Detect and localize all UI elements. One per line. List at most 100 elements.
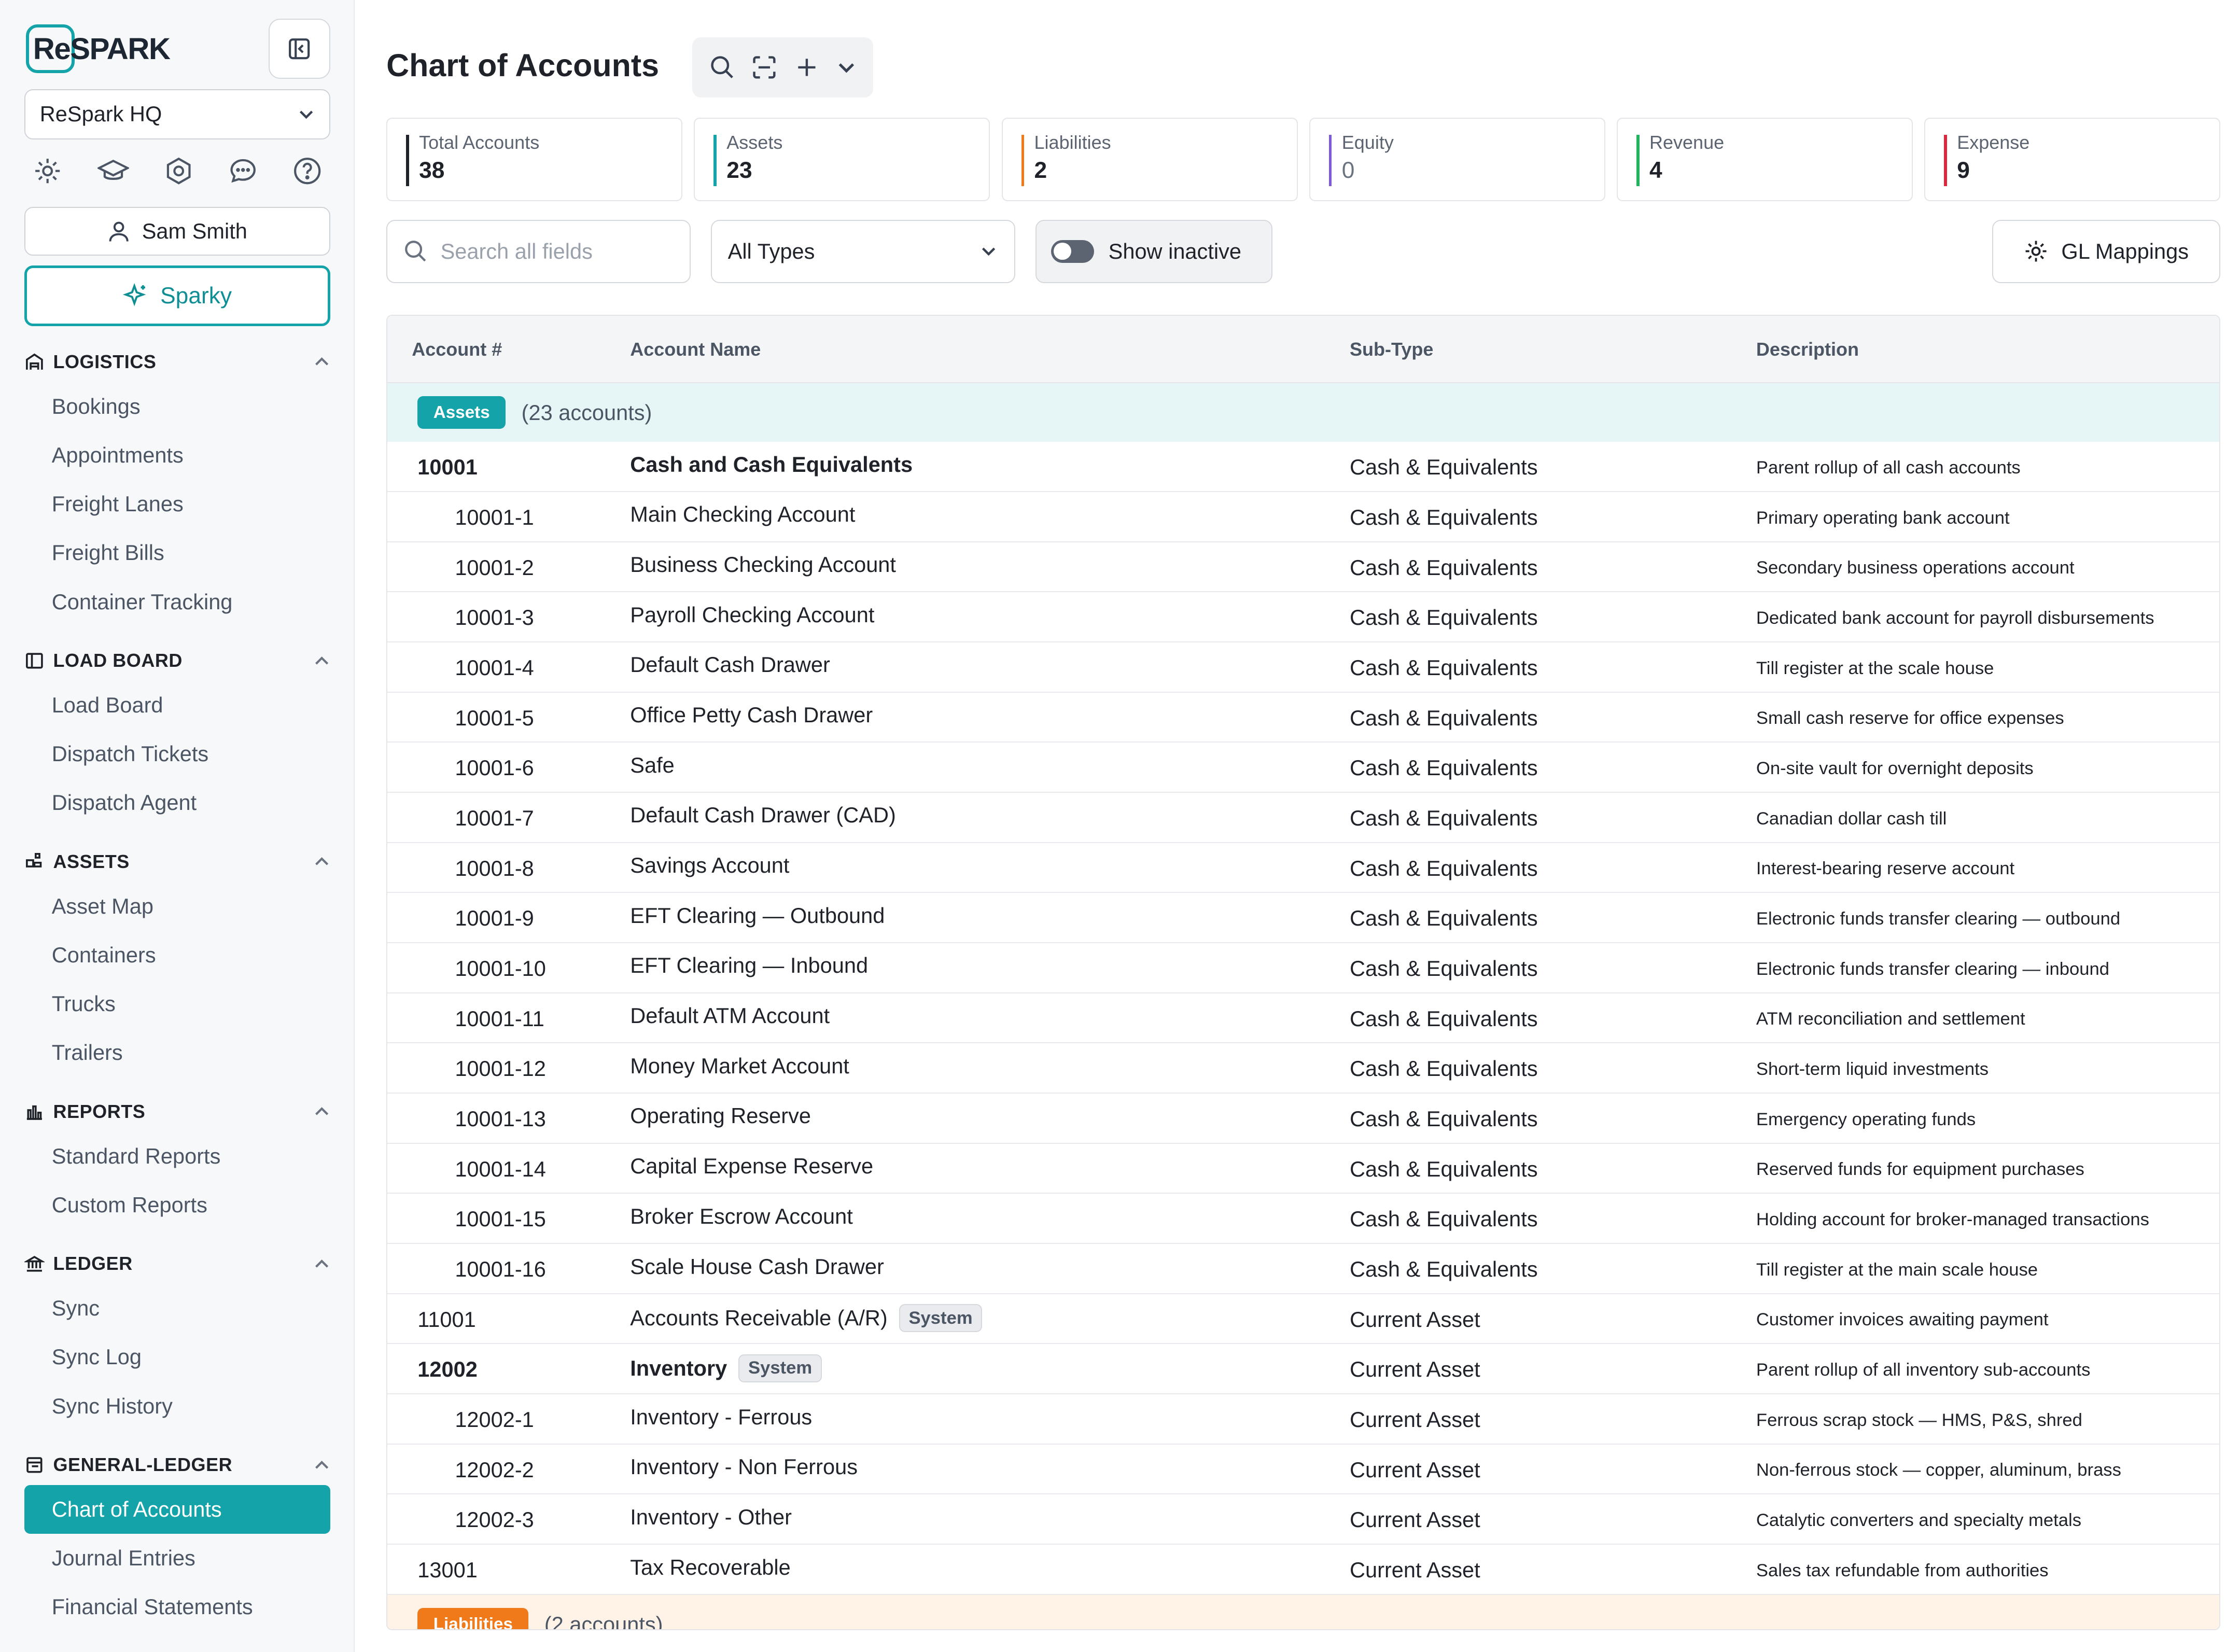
stat-card-expense: Expense 9 — [1924, 118, 2221, 201]
nav-section-header[interactable]: GENERAL-LEDGER — [24, 1445, 330, 1485]
account-name: Default Cash Drawer — [630, 652, 830, 677]
account-type-select[interactable]: All Types — [711, 219, 1016, 283]
table-row[interactable]: 10001-10 EFT Clearing — Inbound Cash & Equ… — [387, 943, 2220, 993]
nav-section-title: ASSETS — [53, 850, 130, 872]
user-profile-button[interactable]: Sam Smith — [24, 206, 331, 256]
show-inactive-toggle[interactable]: Show inactive — [1035, 219, 1273, 283]
sidebar-item-containers[interactable]: Containers — [51, 942, 156, 967]
table-row[interactable]: 10001-9 EFT Clearing — Outbound Cash & Equ… — [387, 893, 2220, 944]
table-row[interactable]: 10001-7 Default Cash Drawer (CAD) Cash & E… — [387, 793, 2220, 843]
sidebar-item-container-tracking[interactable]: Container Tracking — [51, 589, 233, 614]
account-subtype: Current Asset — [1350, 1307, 1480, 1332]
table-row[interactable]: 11001 Accounts Receivable (A/R) System Curr… — [387, 1294, 2220, 1345]
plus-icon[interactable] — [794, 54, 820, 80]
table-row[interactable]: 10001 Cash and Cash Equivalents Cash & Equ… — [387, 442, 2220, 493]
account-name: Inventory - Other — [630, 1504, 792, 1529]
chevron-up-icon — [315, 656, 329, 665]
sidebar-item-freight-bills[interactable]: Freight Bills — [51, 540, 164, 565]
gear-icon[interactable] — [33, 157, 62, 185]
account-subtype: Current Asset — [1350, 1407, 1480, 1432]
table-row[interactable]: 10001-8 Savings Account Cash & Equivalents… — [387, 843, 2220, 893]
table-row[interactable]: 12002-3 Inventory - Other Current Asset Cat… — [387, 1494, 2220, 1545]
settings-hex-icon[interactable] — [164, 157, 193, 185]
sidebar-item-freight-lanes[interactable]: Freight Lanes — [51, 492, 184, 516]
table-row[interactable]: 12002-2 Inventory - Non Ferrous Current As… — [387, 1445, 2220, 1495]
header-account-name[interactable]: Account Name — [630, 338, 761, 360]
sidebar-item-financial-statements[interactable]: Financial Statements — [51, 1594, 253, 1619]
sidebar-item-sync[interactable]: Sync — [51, 1296, 100, 1321]
table-row[interactable]: 10001-2 Business Checking Account Cash & E… — [387, 542, 2220, 593]
table-row[interactable]: 10001-16 Scale House Cash Drawer Cash & Eq… — [387, 1244, 2220, 1294]
filter-toolbar: All Types Show inactive GL Mappings — [386, 219, 2221, 283]
account-number: 10001-16 — [455, 1257, 546, 1282]
header-account-number[interactable]: Account # — [412, 338, 502, 360]
table-row[interactable]: 10001-11 Default ATM Account Cash & Equiva… — [387, 993, 2220, 1044]
collapse-sidebar-button[interactable] — [268, 19, 331, 79]
account-name-cell: Operating Reserve — [630, 1103, 811, 1128]
sidebar-item-trailers[interactable]: Trailers — [51, 1040, 123, 1065]
account-number: 10001-13 — [455, 1107, 546, 1131]
sidebar-item-asset-map[interactable]: Asset Map — [51, 893, 153, 918]
chat-icon[interactable] — [229, 157, 257, 185]
table-row[interactable]: 10001-3 Payroll Checking Account Cash & Eq… — [387, 592, 2220, 643]
sidebar-item-trucks[interactable]: Trucks — [51, 991, 116, 1016]
sparky-button[interactable]: Sparky — [24, 265, 331, 326]
sidebar-item-journal-entries[interactable]: Journal Entries — [51, 1546, 195, 1571]
nav-section-header[interactable]: REPORTS — [24, 1091, 330, 1132]
brand-logo[interactable]: ReSPARK — [25, 24, 171, 74]
sidebar-item-sync-log[interactable]: Sync Log — [51, 1345, 142, 1369]
account-name: Main Checking Account — [630, 502, 856, 527]
group-pill: Assets — [417, 396, 506, 429]
table-row[interactable]: 10001-13 Operating Reserve Cash & Equivale… — [387, 1094, 2220, 1144]
sidebar-item-load-board[interactable]: Load Board — [51, 692, 163, 717]
nav-section-header[interactable]: LEDGER — [24, 1244, 330, 1284]
table-row[interactable]: 10001-14 Capital Expense Reserve Cash & Eq… — [387, 1144, 2220, 1194]
table-row[interactable]: 10001-15 Broker Escrow Account Cash & Equi… — [387, 1194, 2220, 1244]
group-row-assets[interactable]: Assets (23 accounts) — [387, 383, 2220, 442]
org-select[interactable]: ReSpark HQ — [24, 89, 331, 139]
table-row[interactable]: 12002-1 Inventory - Ferrous Current Asset F… — [387, 1394, 2220, 1445]
sidebar-item-dispatch-agent[interactable]: Dispatch Agent — [51, 790, 197, 815]
nav-section-title: REPORTS — [53, 1100, 146, 1122]
search-input[interactable] — [440, 239, 670, 264]
header-sub-type[interactable]: Sub-Type — [1350, 338, 1434, 360]
stat-label: Total Accounts — [419, 132, 540, 153]
account-subtype: Current Asset — [1350, 1357, 1480, 1382]
nav-section-header[interactable]: LOAD BOARD — [24, 640, 330, 681]
search-icon[interactable] — [709, 54, 735, 80]
sidebar-item-standard-reports[interactable]: Standard Reports — [51, 1143, 221, 1168]
sidebar-item-sync-history[interactable]: Sync History — [51, 1393, 173, 1418]
account-subtype: Cash & Equivalents — [1350, 555, 1538, 580]
table-row[interactable]: 10001-12 Money Market Account Cash & Equiv… — [387, 1043, 2220, 1094]
account-number: 10001-8 — [455, 856, 534, 880]
account-description: Till register at the main scale house — [1756, 1259, 2038, 1280]
toggle-switch[interactable] — [1051, 240, 1094, 263]
scan-icon[interactable] — [751, 54, 777, 80]
table-row[interactable]: 10001-6 Safe Cash & Equivalents On-site vau… — [387, 743, 2220, 793]
nav-section-header[interactable]: LOGISTICS — [24, 342, 330, 382]
account-description: Non-ferrous stock — copper, aluminum, br… — [1756, 1460, 2121, 1480]
account-name-cell: Inventory System — [630, 1354, 822, 1382]
table-row[interactable]: 13001 Tax Recoverable Current Asset Sales t… — [387, 1545, 2220, 1595]
bank-icon — [24, 1255, 45, 1272]
group-row-liabilities[interactable]: Liabilities (2 accounts) — [387, 1594, 2220, 1629]
sidebar-item-dispatch-tickets[interactable]: Dispatch Tickets — [51, 741, 209, 766]
sidebar-item-appointments[interactable]: Appointments — [51, 443, 184, 468]
nav-section-header[interactable]: ASSETS — [24, 842, 330, 882]
sidebar-item-bookings[interactable]: Bookings — [51, 394, 141, 418]
search-field[interactable] — [386, 219, 691, 283]
graduation-cap-icon[interactable] — [97, 157, 129, 185]
help-icon[interactable] — [293, 157, 321, 185]
table-row[interactable]: 10001-5 Office Petty Cash Drawer Cash & Eq… — [387, 693, 2220, 743]
gl-mappings-button[interactable]: GL Mappings — [1992, 219, 2221, 283]
sidebar-item-chart-of-accounts[interactable]: Chart of Accounts — [24, 1485, 331, 1534]
table-row[interactable]: 10001-4 Default Cash Drawer Cash & Equival… — [387, 642, 2220, 693]
header-description[interactable]: Description — [1756, 338, 1859, 360]
chevron-down-icon[interactable] — [836, 58, 857, 78]
table-row[interactable]: 12002 Inventory System Current Asset Parent … — [387, 1344, 2220, 1395]
account-name: Business Checking Account — [630, 552, 896, 577]
account-description: On-site vault for overnight deposits — [1756, 758, 2034, 778]
sidebar-item-custom-reports[interactable]: Custom Reports — [51, 1192, 207, 1217]
stat-accent-bar — [1021, 134, 1025, 187]
table-row[interactable]: 10001-1 Main Checking Account Cash & Equiv… — [387, 492, 2220, 542]
